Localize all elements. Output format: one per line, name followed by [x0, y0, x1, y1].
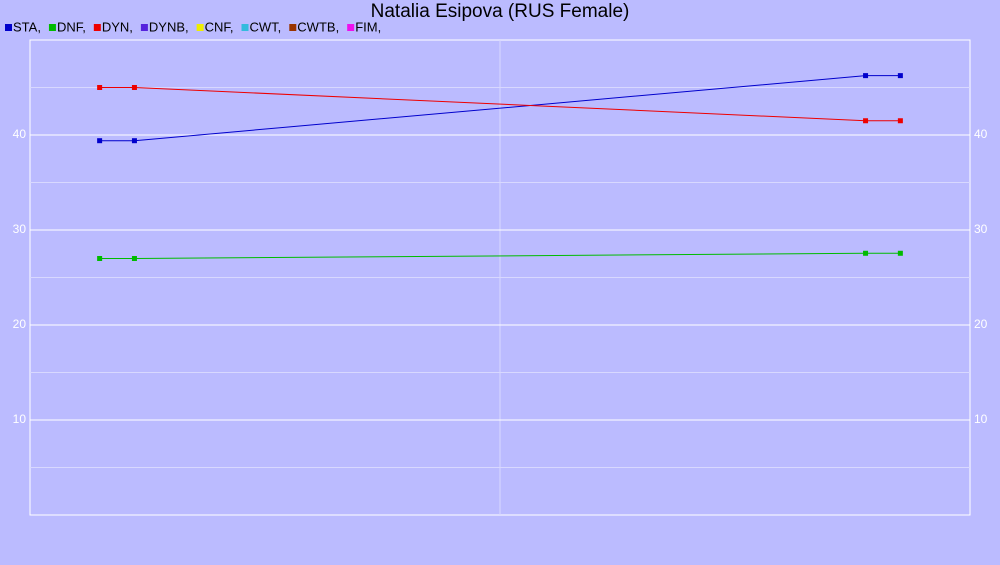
legend-label: FIM,: [355, 19, 381, 34]
legend-label: CNF,: [205, 19, 234, 34]
chart-title: Natalia Esipova (RUS Female): [371, 1, 630, 22]
point: [863, 250, 869, 256]
legend-label: CWTB,: [297, 19, 339, 34]
legend-swatch: [48, 24, 56, 31]
y-tick-label: 30: [13, 222, 27, 236]
legend-swatch: [241, 24, 249, 31]
point: [863, 118, 869, 124]
legend-label: DYNB,: [149, 19, 189, 34]
legend-swatch: [5, 24, 12, 31]
y-tick-label: 40: [13, 127, 27, 141]
point: [863, 73, 869, 79]
legend-label: DNF,: [57, 19, 86, 34]
legend-swatch: [347, 24, 355, 31]
legend-swatch: [289, 24, 297, 31]
point: [97, 256, 103, 261]
legend-swatch: [140, 24, 148, 31]
point: [897, 73, 903, 79]
y-tick-label: 10: [13, 412, 27, 426]
point: [897, 250, 903, 256]
legend-label: STA,: [13, 19, 41, 34]
point: [97, 85, 103, 90]
series-line: [99, 87, 901, 122]
point: [131, 256, 137, 261]
point: [897, 118, 903, 124]
point: [131, 85, 137, 90]
point: [97, 138, 103, 144]
y2-tick-label: 30: [974, 222, 988, 236]
y-tick-label: 20: [13, 317, 27, 331]
legend-label: DYN,: [102, 19, 133, 34]
legend-swatch: [93, 24, 101, 31]
legend-label: CWT,: [250, 19, 282, 34]
y2-tick-label: 10: [974, 412, 988, 426]
point: [131, 138, 137, 144]
y2-tick-label: 20: [974, 317, 988, 331]
series-line: [99, 75, 901, 142]
legend-swatch: [196, 24, 204, 31]
y2-tick-label: 40: [974, 127, 988, 141]
series-line: [99, 252, 901, 259]
